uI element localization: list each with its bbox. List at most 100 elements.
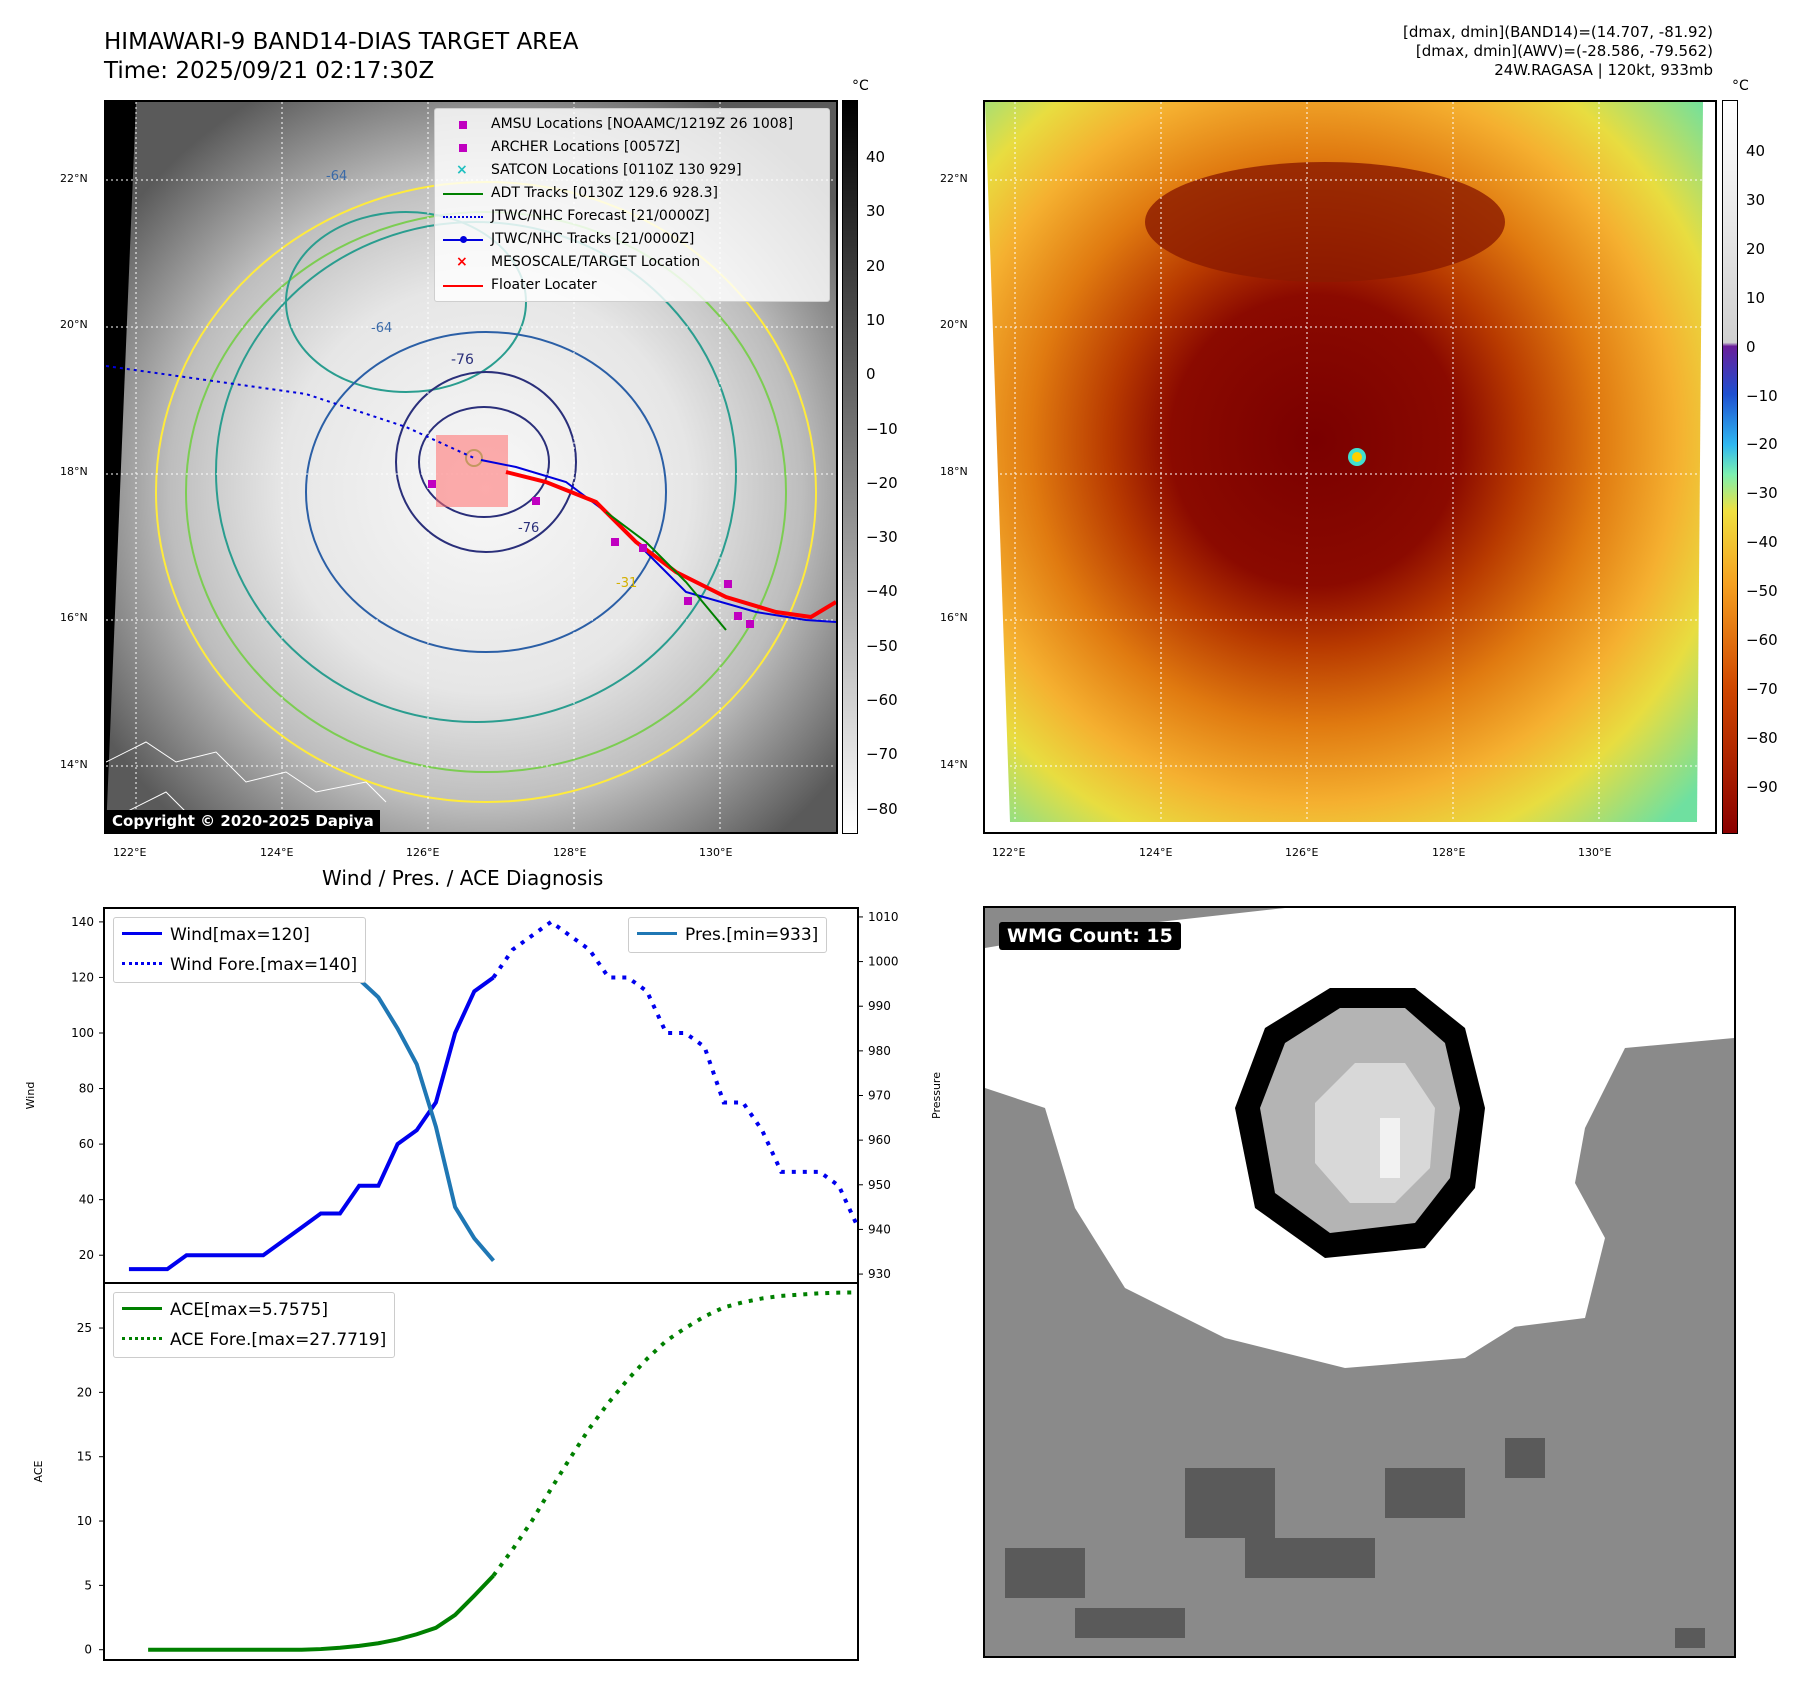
ace-legend-label: ACE[max=5.7575]: [170, 1300, 328, 1320]
colorbar-tick: −10: [1746, 386, 1778, 405]
legend-label: Floater Locater: [491, 277, 597, 293]
ace-fore-legend-line: [122, 1336, 162, 1352]
map-legend-item: JTWC/NHC Tracks [21/0000Z]: [443, 228, 821, 251]
colorbar-tick: −10: [866, 419, 898, 438]
eye-center: [1352, 452, 1362, 462]
header-info: [dmax, dmin](BAND14)=(14.707, -81.92) [d…: [1403, 23, 1713, 80]
legend-label: SATCON Locations [0110Z 130 929]: [491, 162, 742, 178]
colorbar-tick: −40: [866, 582, 898, 601]
colorbar-tick: 10: [866, 310, 886, 329]
ace-axis-label: ACE: [32, 1460, 45, 1482]
wmg-panel[interactable]: WMG Count: 15: [983, 906, 1736, 1658]
colorbar-tick: −30: [1746, 484, 1778, 503]
legend-symbol: [443, 234, 483, 246]
map-legend-item: ARCHER Locations [0057Z]: [443, 136, 821, 159]
map-legend-item: AMSU Locations [NOAAMC/1219Z 26 1008]: [443, 113, 821, 136]
lat-label: 14°N: [940, 758, 968, 771]
wmg-canvas: [985, 908, 1734, 1648]
pressure-tick-label: 990: [868, 999, 891, 1013]
wind-tick-label: 100: [71, 1026, 94, 1040]
colorbar-tick: −50: [866, 636, 898, 655]
pressure-legend-line: [637, 931, 677, 947]
cold-band: [1145, 162, 1505, 282]
colorbar-tick: 30: [866, 202, 886, 221]
contour-label-5: -31: [616, 576, 637, 591]
wmg-white-ring: [1145, 1078, 1605, 1328]
wind-legend-label: Wind[max=120]: [170, 925, 310, 945]
lat-label: 20°N: [60, 318, 88, 331]
legend-symbol: ×: [456, 161, 468, 178]
colorbar-tick: 40: [1746, 142, 1766, 160]
wind-fore-legend-label: Wind Fore.[max=140]: [170, 955, 358, 975]
chart-title: Wind / Pres. / ACE Diagnosis: [322, 866, 604, 890]
pressure-tick-label: 980: [868, 1044, 891, 1058]
band14-colorbar: [842, 100, 858, 834]
lat-label: 16°N: [60, 611, 88, 624]
storm-info: 24W.RAGASA | 120kt, 933mb: [1494, 61, 1713, 79]
wind-legend: Wind[max=120] Wind Fore.[max=140]: [113, 917, 367, 983]
colorbar-tick: 20: [866, 256, 886, 275]
colorbar-tick: 0: [866, 365, 876, 384]
colorbar-tick: −60: [866, 691, 898, 709]
legend-label: MESOSCALE/TARGET Location: [491, 254, 701, 270]
lat-label: 18°N: [940, 465, 968, 478]
colorbar-tick: −90: [1746, 777, 1778, 796]
colorbar-unit: °C: [1732, 78, 1749, 94]
contour-label-1: -64: [326, 169, 347, 184]
legend-symbol: [443, 211, 483, 223]
ace-axes-frame: [103, 1282, 859, 1661]
map-legend-item: × MESOSCALE/TARGET Location: [443, 251, 821, 274]
colorbar-tick: 20: [1746, 239, 1766, 258]
wind-tick-label: 120: [71, 970, 94, 984]
wmg-count-badge: WMG Count: 15: [999, 922, 1181, 950]
colorbar-tick: −40: [1746, 533, 1778, 552]
wind-tick-label: 80: [79, 1082, 94, 1096]
wind-legend-line: [122, 931, 162, 947]
colorbar-tick: −20: [866, 473, 898, 492]
adt-track: [605, 511, 727, 631]
pressure-tick-label: 1010: [868, 910, 899, 924]
wind-fore-legend-line: [122, 961, 162, 977]
lon-label: 124°E: [260, 846, 294, 859]
legend-symbol: ×: [456, 253, 468, 270]
band14-range: [dmax, dmin](BAND14)=(14.707, -81.92): [1402, 23, 1713, 41]
target-area-box[interactable]: [436, 435, 508, 507]
legend-symbol: [443, 142, 483, 154]
contour-navy: [395, 371, 577, 553]
legend-symbol: [443, 188, 483, 200]
wind-tick-label: 40: [79, 1193, 94, 1207]
ace-tick-label: 20: [77, 1385, 92, 1399]
band14-map[interactable]: -64 -64 -76 -76 -31 Copyright © 2020-202…: [104, 100, 838, 834]
wmg-dark-patches: [1005, 1438, 1705, 1648]
ace-legend-line: [122, 1306, 162, 1322]
colorbar-tick: −80: [1746, 728, 1778, 747]
map-title: HIMAWARI-9 BAND14-DIAS TARGET AREA: [104, 29, 579, 55]
copyright-badge: Copyright © 2020-2025 Dapiya: [106, 810, 380, 832]
colorbar-tick: −80: [866, 799, 898, 818]
colorbar-unit: °C: [852, 78, 869, 94]
contour-teal-north: [285, 211, 527, 393]
legend-symbol: [443, 119, 483, 131]
lon-label: 122°E: [113, 846, 147, 859]
contour-label-4: -76: [518, 521, 539, 536]
lat-label: 14°N: [60, 758, 88, 771]
contour-blue: [305, 331, 667, 653]
colorbar-tick: −70: [866, 745, 898, 764]
amsu-markers: [428, 480, 754, 628]
pressure-tick-label: 940: [868, 1222, 891, 1236]
ace-series-line: [148, 1574, 495, 1652]
map-legend-item: × SATCON Locations [0110Z 130 929]: [443, 159, 821, 182]
lat-label: 16°N: [940, 611, 968, 624]
map-legend-item: ADT Tracks [0130Z 129.6 928.3]: [443, 182, 821, 205]
colorbar-tick: 0: [1746, 337, 1756, 356]
lat-label: 18°N: [60, 465, 88, 478]
pressure-tick-label: 1000: [868, 955, 899, 969]
wind-tick-label: 20: [79, 1248, 94, 1262]
wmg-eye: [1315, 1063, 1435, 1203]
lon-label: 130°E: [1578, 846, 1612, 859]
lat-label: 20°N: [940, 318, 968, 331]
lon-label: 126°E: [1285, 846, 1319, 859]
awv-map[interactable]: [983, 100, 1717, 834]
colorbar-tick: −70: [1746, 679, 1778, 698]
pressure-tick-label: 970: [868, 1089, 891, 1103]
